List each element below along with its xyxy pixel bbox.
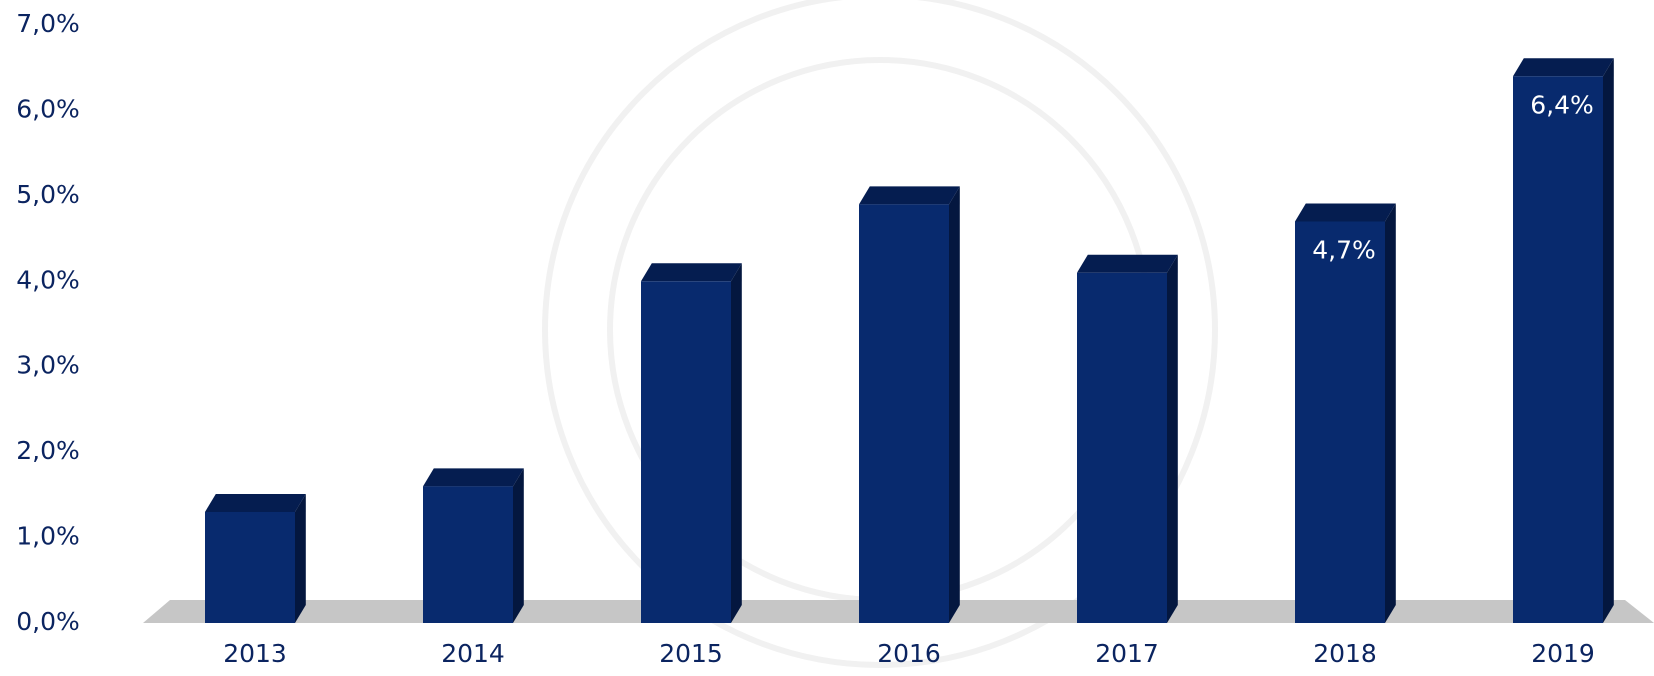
bar-side (513, 468, 524, 623)
x-tick-label: 2015 (659, 639, 723, 668)
y-tick-label: 3,0% (16, 351, 80, 380)
x-tick-label: 2019 (1531, 639, 1595, 668)
bar (423, 486, 513, 623)
bar-side (731, 263, 742, 623)
x-tick-label: 2016 (877, 639, 941, 668)
bar-top (641, 263, 742, 282)
y-tick-label: 7,0% (16, 9, 80, 38)
bar-top (1077, 254, 1178, 273)
bar-side (949, 186, 960, 623)
bar-top (1295, 203, 1396, 222)
bar-top (205, 493, 306, 512)
y-tick-label: 4,0% (16, 265, 80, 294)
bar-side (295, 493, 306, 623)
bar (1077, 272, 1167, 623)
bar-side (1385, 203, 1396, 623)
bar-side (1167, 254, 1178, 623)
bar-top (1513, 58, 1614, 77)
y-tick-label: 6,0% (16, 94, 80, 123)
bar (641, 281, 731, 623)
x-tick-label: 2018 (1313, 639, 1377, 668)
value-label: 6,4% (1530, 90, 1594, 119)
bar-side (1603, 58, 1614, 623)
y-tick-label: 5,0% (16, 180, 80, 209)
bar (1295, 221, 1385, 623)
x-tick-label: 2013 (223, 639, 287, 668)
value-label: 4,7% (1312, 235, 1376, 264)
x-tick-label: 2017 (1095, 639, 1159, 668)
x-tick-label: 2014 (441, 639, 505, 668)
bar (205, 511, 295, 623)
y-tick-label: 0,0% (16, 607, 80, 636)
bar (1513, 76, 1603, 623)
bar (859, 204, 949, 623)
y-tick-label: 1,0% (16, 522, 80, 551)
bar-top (423, 468, 524, 487)
bar-top (859, 186, 960, 205)
y-tick-label: 2,0% (16, 436, 80, 465)
